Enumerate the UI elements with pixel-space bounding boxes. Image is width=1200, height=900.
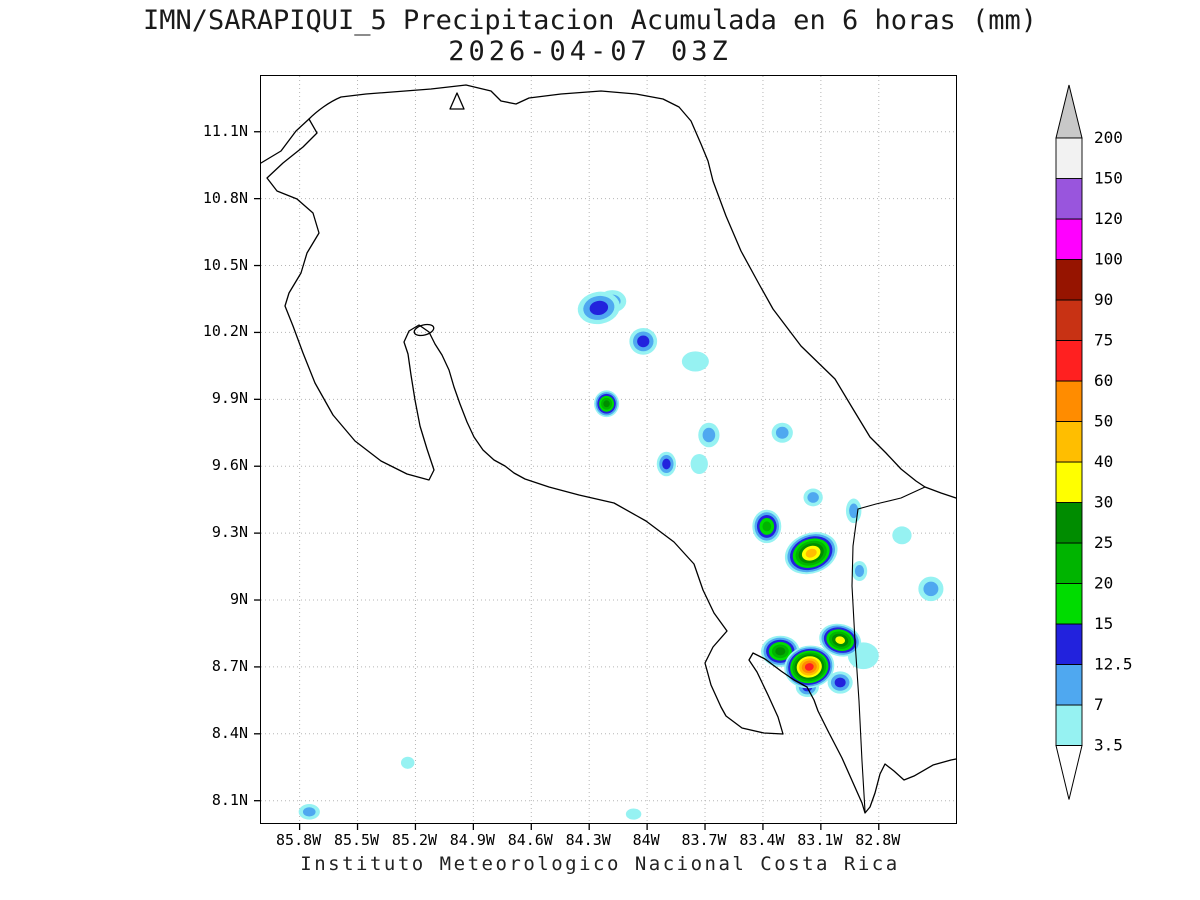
y-axis-tick-label: 10.5N	[202, 255, 248, 274]
colorbar-level-label: 150	[1094, 169, 1123, 188]
y-axis-tick-label: 9N	[229, 590, 248, 608]
colorbar-level-label: 100	[1094, 250, 1123, 269]
x-axis-tick-label: 84.9W	[449, 831, 495, 849]
colorbar-segment	[1055, 340, 1083, 382]
precip-cell	[298, 804, 320, 820]
precip-cell	[625, 808, 642, 820]
colorbar-level-label: 15	[1094, 614, 1113, 633]
colorbar-segment	[1055, 583, 1083, 625]
precipitation-shading	[298, 290, 944, 820]
colorbar-segment	[1055, 178, 1083, 220]
colorbar-segment	[1055, 704, 1083, 746]
colorbar-segment	[1055, 380, 1083, 422]
x-axis-tick-label: 82.8W	[855, 831, 901, 849]
y-axis-tick-label: 8.7N	[211, 656, 248, 675]
y-axis-tick-label: 9.9N	[211, 389, 248, 408]
colorbar-level-label: 90	[1094, 290, 1113, 309]
isla-chira	[413, 323, 435, 337]
colorbar-level-label: 40	[1094, 452, 1113, 471]
colorbar-level-label: 12.5	[1094, 655, 1133, 674]
x-axis-tick-label: 84.6W	[507, 831, 553, 849]
precip-cell	[784, 645, 835, 689]
colorbar-segment	[1055, 502, 1083, 544]
colorbar-segment	[1055, 259, 1083, 301]
colorbar-level-label: 3.5	[1094, 736, 1123, 755]
precip-cell	[656, 451, 677, 477]
precip-cell	[752, 509, 782, 544]
precip-cell	[681, 351, 709, 372]
lake-island	[449, 92, 465, 110]
colorbar-level-label: 120	[1094, 209, 1123, 228]
colorbar-level-label: 25	[1094, 533, 1113, 552]
precip-cell	[827, 671, 853, 694]
plot-valid-time: 2026-04-07 03Z	[448, 36, 732, 67]
x-axis-tick-label: 85.5W	[333, 831, 380, 849]
colorbar-below-min-triangle	[1055, 745, 1083, 800]
precip-cell	[892, 526, 912, 545]
y-axis-tick-label: 8.1N	[211, 790, 248, 809]
footer-text: Instituto Meteorologico Nacional Costa R…	[300, 853, 900, 875]
nicaragua-border-caribbean-coastline	[260, 84, 957, 499]
panama-border	[851, 486, 926, 812]
x-axis-tick-label: 84.3W	[565, 831, 611, 849]
y-axis-tick-label: 10.8N	[202, 188, 248, 207]
precip-cell	[400, 756, 415, 769]
plot-title: IMN/SARAPIQUI_5 Precipitacion Acumulada …	[142, 5, 1038, 36]
precip-cell	[784, 532, 838, 575]
colorbar-segment	[1055, 461, 1083, 503]
precip-cell	[594, 390, 620, 418]
colorbar-segment	[1055, 218, 1083, 260]
colorbar-level-label: 60	[1094, 371, 1113, 390]
precip-cell	[851, 560, 868, 582]
y-axis-tick-label: 11.1N	[202, 121, 248, 140]
x-axis-tick-label: 85.2W	[391, 831, 438, 849]
colorbar: 3.5 7 12.5 15 20 25 30 40 50 60 75 90 100 120 150 200	[1055, 84, 1133, 800]
precip-cell	[918, 576, 944, 602]
colorbar-level-label: 200	[1094, 128, 1123, 147]
map-plot-area	[254, 75, 957, 830]
y-axis-tick-label: 10.2N	[202, 322, 248, 341]
x-axis-tick-label: 84W	[632, 831, 660, 849]
precip-cell	[819, 623, 862, 657]
x-axis-tick-label: 83.4W	[739, 831, 785, 849]
y-axis-tick-label: 9.6N	[211, 456, 248, 475]
colorbar-level-label: 75	[1094, 331, 1113, 350]
colorbar-segment	[1055, 421, 1083, 463]
colorbar-level-label: 7	[1094, 695, 1104, 714]
colorbar-segment	[1055, 299, 1083, 341]
colorbar-segment	[1055, 137, 1083, 179]
y-axis-tick-label: 8.4N	[211, 723, 248, 742]
precip-cell	[690, 453, 708, 475]
colorbar-segment	[1055, 623, 1083, 665]
precip-cell	[771, 422, 793, 443]
precip-cell	[577, 291, 620, 325]
x-axis-tick-label: 83.1W	[797, 831, 843, 849]
x-axis-tick-label: 85.8W	[276, 831, 322, 849]
precip-cell	[698, 422, 720, 448]
axis-ticks	[254, 131, 880, 830]
pacific-coastline	[266, 118, 957, 814]
precip-cell	[803, 488, 823, 507]
x-axis-tick-label: 83.7W	[681, 831, 727, 849]
colorbar-level-label: 30	[1094, 493, 1113, 512]
map-svg	[254, 76, 957, 830]
precip-cell	[845, 498, 862, 524]
colorbar-segment	[1055, 542, 1083, 584]
y-axis-tick-label: 9.3N	[211, 523, 248, 542]
precip-cell	[629, 327, 658, 355]
colorbar-above-max-triangle	[1055, 84, 1083, 139]
colorbar-segment	[1055, 664, 1083, 706]
colorbar-level-label: 50	[1094, 412, 1113, 431]
colorbar-level-label: 20	[1094, 574, 1113, 593]
coastlines	[260, 84, 957, 814]
